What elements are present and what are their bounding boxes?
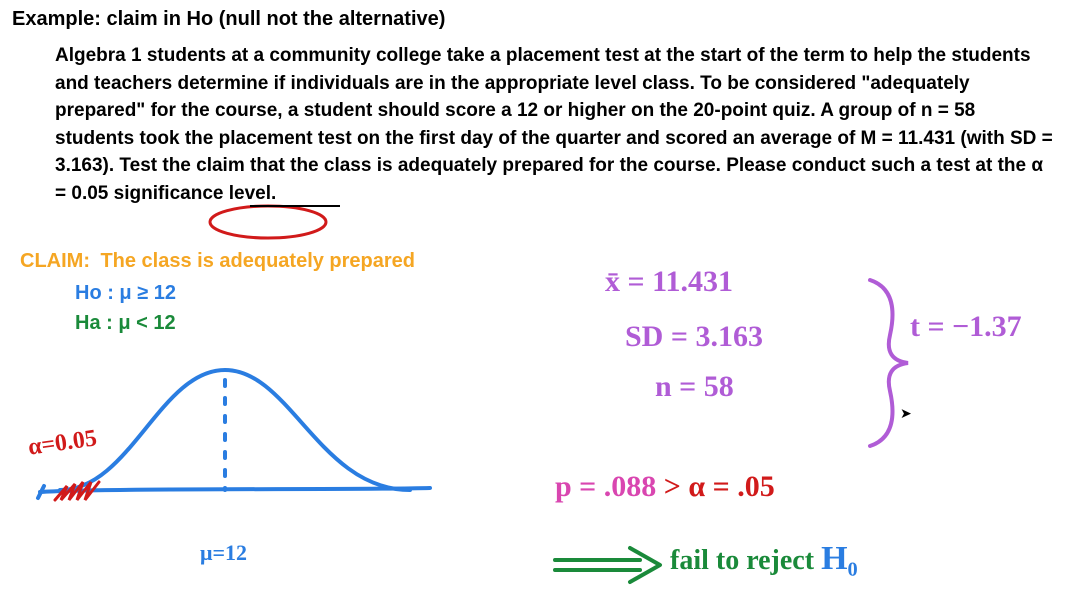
alpha-circle-annotation <box>210 206 326 238</box>
sd-value: SD = 3.163 <box>625 320 763 354</box>
n-value: n = 58 <box>655 370 734 404</box>
red-scribble <box>55 482 99 500</box>
alpha-compare: > α = .05 <box>656 470 774 503</box>
p-value: p = .088 <box>555 470 656 503</box>
baseline-tick-left <box>38 486 44 498</box>
ho-symbol: H₀ <box>821 540 858 577</box>
conclusion-text: fail to reject H₀ <box>670 540 858 578</box>
curve-baseline <box>40 488 430 492</box>
conclusion-arrow <box>555 548 660 582</box>
mu-label: μ=12 <box>200 540 247 566</box>
p-comparison: p = .088 > α = .05 <box>555 470 775 504</box>
bell-curve <box>60 370 410 490</box>
annotation-layer <box>0 0 1081 591</box>
cursor-icon: ➤ <box>900 405 912 422</box>
fail-to-reject: fail to reject <box>670 545 821 576</box>
t-value: t = −1.37 <box>910 310 1022 344</box>
xbar-value: x̄ = 11.431 <box>605 265 733 299</box>
